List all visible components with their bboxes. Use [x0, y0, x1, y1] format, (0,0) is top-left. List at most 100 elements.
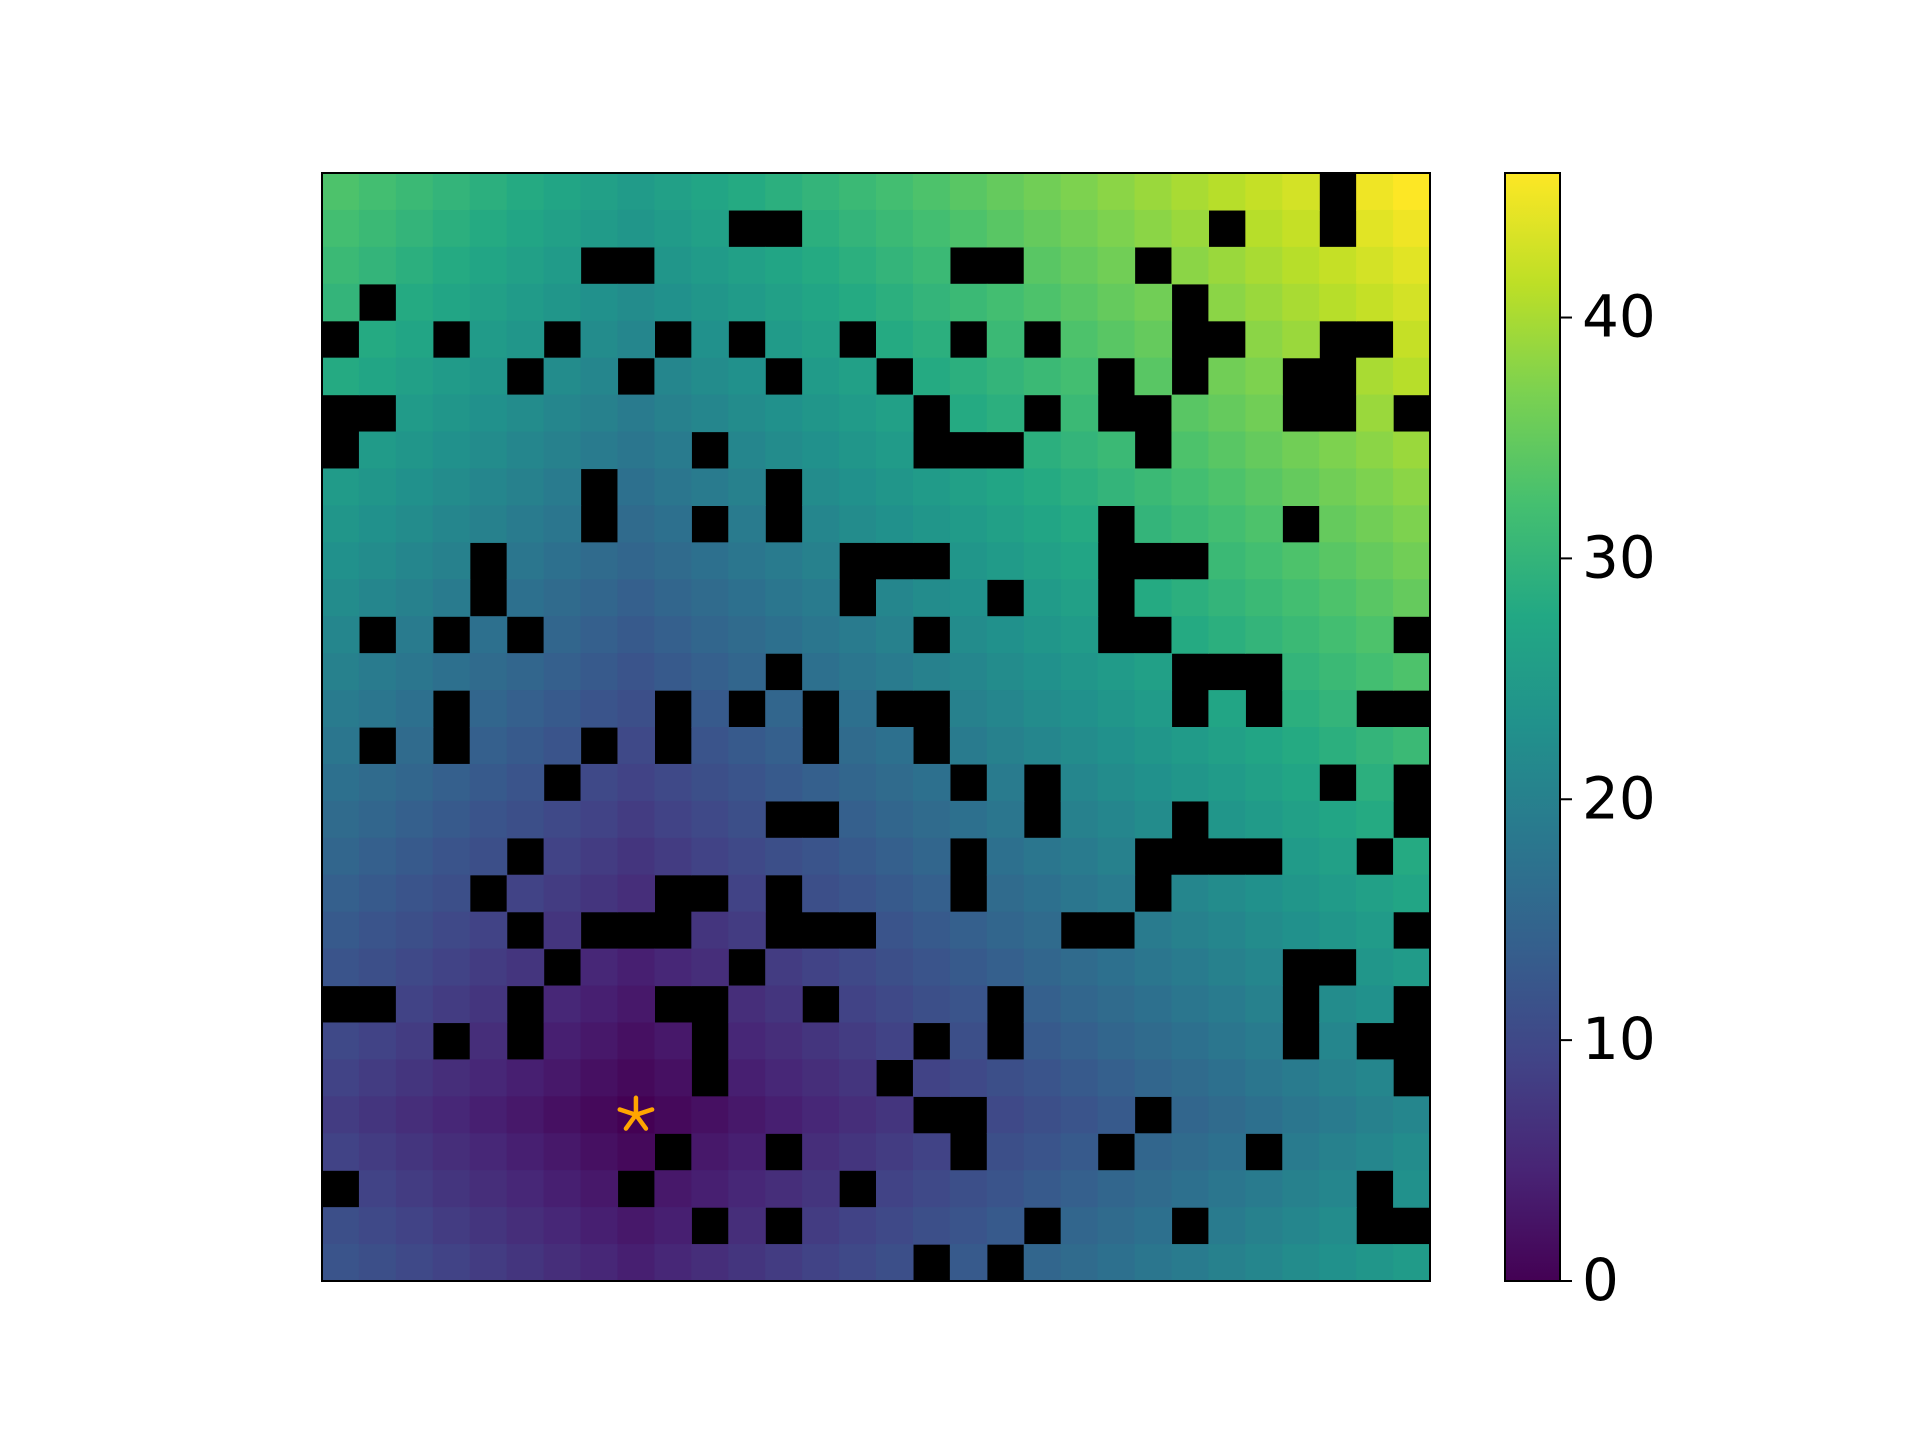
- cell: [469, 283, 508, 322]
- cell: [1245, 874, 1283, 913]
- cell: [654, 1022, 692, 1060]
- cell: [839, 653, 877, 691]
- cell: [839, 727, 877, 765]
- cell: [395, 320, 434, 359]
- cell: [358, 1059, 397, 1097]
- cell: [395, 468, 434, 506]
- cell: [1356, 394, 1394, 433]
- cell: [1023, 911, 1062, 950]
- cell: [802, 1244, 840, 1282]
- cell: [839, 394, 877, 433]
- cell: [432, 1059, 471, 1097]
- cell: [986, 468, 1025, 506]
- cell: [432, 874, 471, 913]
- cell: [912, 209, 951, 248]
- cell: [1393, 173, 1431, 211]
- cell: [912, 320, 951, 359]
- cell: [1282, 542, 1320, 580]
- cell: [1393, 579, 1431, 617]
- cell: [322, 948, 360, 987]
- cell: [839, 1059, 877, 1097]
- cell: [358, 246, 397, 285]
- cell: [1171, 948, 1209, 987]
- cell: [765, 431, 803, 470]
- cell: [765, 837, 803, 876]
- cell: [802, 948, 840, 987]
- cell: [580, 283, 619, 322]
- cell: [839, 357, 877, 396]
- cell: [617, 1133, 655, 1171]
- cell: [1356, 283, 1394, 322]
- cell: [839, 800, 877, 839]
- cell: [580, 1096, 619, 1134]
- cell: [1356, 173, 1394, 211]
- cell: [617, 874, 655, 913]
- cell: [617, 800, 655, 839]
- cell: [322, 209, 360, 248]
- cell: [358, 653, 397, 691]
- cell: [949, 985, 988, 1024]
- cell: [1208, 616, 1246, 654]
- cell: [1208, 1133, 1246, 1171]
- cell: [986, 690, 1025, 728]
- cell: [802, 1059, 840, 1097]
- colorbar-tick-label: 20: [1582, 764, 1656, 832]
- cell: [469, 431, 508, 470]
- cell: [839, 505, 877, 543]
- cell: [1060, 1207, 1099, 1245]
- cell: [949, 1244, 988, 1282]
- cell: [1134, 653, 1173, 691]
- cell: [580, 616, 619, 654]
- colorbar-tick-label: 30: [1582, 524, 1656, 592]
- cell: [1023, 1170, 1062, 1208]
- cell: [728, 431, 766, 470]
- cell: [617, 653, 655, 691]
- cell: [469, 320, 508, 359]
- cell: [1245, 357, 1283, 396]
- cell: [1171, 616, 1209, 654]
- cell: [395, 357, 434, 396]
- cell: [1171, 763, 1209, 802]
- cell: [617, 468, 655, 506]
- cell: [617, 283, 655, 322]
- cell: [469, 1244, 508, 1282]
- cell: [1319, 1059, 1357, 1097]
- cell: [543, 579, 582, 617]
- cell: [506, 505, 545, 543]
- cell: [617, 1207, 655, 1245]
- cell: [986, 948, 1025, 987]
- cell: [1171, 911, 1209, 950]
- cell: [1060, 985, 1099, 1024]
- cell: [322, 283, 360, 322]
- cell: [617, 1022, 655, 1060]
- cell: [691, 209, 729, 248]
- cell: [1393, 209, 1431, 248]
- cell: [691, 837, 729, 876]
- cell: [1319, 653, 1357, 691]
- cell: [876, 505, 914, 543]
- cell: [1208, 1059, 1246, 1097]
- cell: [358, 505, 397, 543]
- cell: [580, 1059, 619, 1097]
- cell: [543, 1244, 582, 1282]
- cell: [1282, 431, 1320, 470]
- cell: [986, 1059, 1025, 1097]
- cell: [728, 1133, 766, 1171]
- cell: [395, 690, 434, 728]
- cell: [839, 431, 877, 470]
- cell: [1282, 1133, 1320, 1171]
- cell: [580, 542, 619, 580]
- cell: [1134, 209, 1173, 248]
- cell: [1171, 727, 1209, 765]
- cell: [1023, 209, 1062, 248]
- cell: [1319, 985, 1357, 1024]
- cell: [395, 1207, 434, 1245]
- cell: [765, 763, 803, 802]
- cell: [469, 1133, 508, 1171]
- cell: [1171, 431, 1209, 470]
- cell: [432, 1244, 471, 1282]
- cell: [1060, 763, 1099, 802]
- cell: [358, 468, 397, 506]
- cell: [1282, 616, 1320, 654]
